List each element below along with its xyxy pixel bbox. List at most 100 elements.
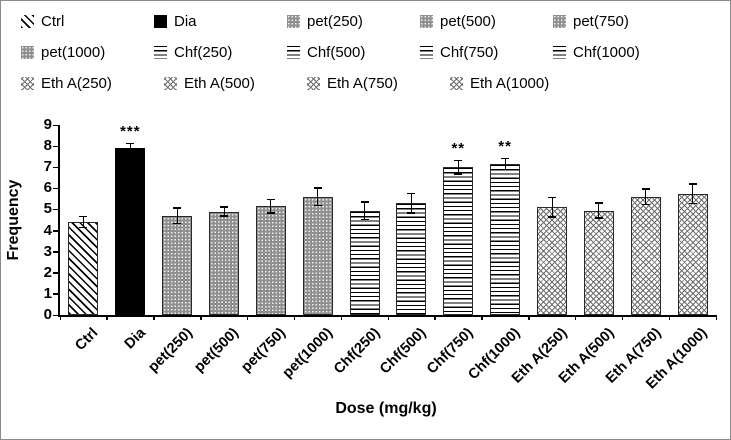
error-bar [173, 207, 182, 225]
significance-annotation: ** [498, 137, 512, 155]
legend-label: Chf(750) [440, 43, 499, 61]
legend-item: pet(250) [287, 9, 420, 33]
x-tick-mark [574, 315, 577, 320]
dots-pattern-swatch-icon [420, 14, 433, 28]
bar [537, 207, 567, 315]
legend-label: Eth A(750) [327, 74, 398, 92]
legend-label: Ctrl [41, 12, 65, 30]
legend-label: Chf(250) [174, 43, 233, 61]
y-tick-mark [53, 124, 58, 126]
y-tick-label: 9 [43, 116, 52, 133]
hlines-pattern-swatch-icon [420, 45, 433, 59]
legend-item: Eth A(1000) [450, 71, 593, 95]
significance-annotation: *** [120, 122, 141, 140]
error-bar [126, 142, 135, 154]
error-bar [360, 201, 369, 220]
bar [443, 167, 474, 315]
bar [630, 196, 661, 315]
x-tick-mark [293, 315, 296, 320]
x-tick-label: Dia [121, 325, 149, 353]
dots-pattern-swatch-icon [21, 45, 34, 59]
legend-label: pet(1000) [41, 43, 106, 61]
x-tick-mark [621, 315, 624, 320]
bar [490, 164, 521, 315]
y-tick-label: 6 [43, 179, 52, 197]
y-tick-mark [53, 208, 58, 211]
y-tick-mark [53, 230, 58, 232]
x-tick-mark [153, 315, 155, 320]
legend-item: pet(750) [553, 9, 686, 33]
error-bar [220, 206, 228, 217]
error-bar [407, 192, 416, 214]
legend-item: Dia [154, 9, 287, 33]
bar [677, 193, 708, 315]
x-tick-mark [668, 315, 671, 320]
y-tick-label: 5 [43, 200, 52, 218]
x-tick-mark [434, 315, 436, 320]
legend: Ctrl Dia pet(250) pet(500) pet(750) pet(1000)… [21, 9, 723, 102]
error-bar [548, 196, 556, 218]
x-tick-mark [387, 315, 389, 320]
legend-item: Chf(750) [420, 40, 553, 64]
dots-pattern-swatch-icon [287, 14, 300, 28]
zigzag-pattern-swatch-icon [164, 76, 177, 90]
y-tick-mark [53, 187, 58, 190]
x-tick-label: pet(1000) [279, 325, 337, 382]
y-tick-mark [53, 145, 58, 148]
significance-annotation: ** [451, 139, 466, 157]
legend-label: pet(750) [573, 12, 629, 30]
x-tick-label: Chf(250) [330, 325, 383, 378]
x-tick-label: pet(500) [191, 325, 243, 376]
bar [302, 196, 333, 315]
x-tick-mark [340, 315, 343, 320]
error-bar [501, 157, 510, 171]
x-tick-mark [59, 315, 61, 320]
bar [162, 215, 193, 315]
bar [115, 148, 146, 315]
legend-label: Eth A(500) [184, 74, 255, 92]
bar [68, 222, 99, 315]
legend-item: Chf(500) [287, 40, 420, 64]
x-tick-mark [481, 315, 483, 320]
legend-label: pet(500) [440, 12, 496, 30]
x-tick-label: Chf(500) [377, 325, 430, 378]
error-bar [313, 187, 322, 207]
error-bar [79, 215, 88, 229]
y-tick-mark [53, 314, 58, 316]
legend-item: Ctrl [21, 9, 154, 33]
x-tick-label: Ctrl [72, 325, 102, 354]
x-tick-label: pet(250) [144, 325, 196, 376]
error-bar [454, 159, 463, 175]
y-tick-label: 3 [43, 242, 52, 260]
legend-label: Eth A(1000) [470, 74, 550, 92]
diagonal-pattern-swatch-icon [21, 14, 34, 28]
legend-label: Eth A(250) [41, 74, 112, 92]
error-bar [594, 202, 603, 219]
legend-item: Chf(250) [154, 40, 287, 64]
y-tick-label: 4 [43, 221, 52, 239]
legend-label: Chf(1000) [573, 43, 640, 61]
y-tick-label: 7 [43, 158, 52, 176]
legend-item: Chf(1000) [553, 40, 686, 64]
x-tick-mark [528, 315, 530, 320]
y-tick-label: 8 [43, 137, 52, 155]
x-tick-mark [200, 315, 202, 320]
x-axis-title: Dose (mg/kg) [335, 400, 437, 417]
dots-pattern-swatch-icon [553, 14, 566, 28]
bar [396, 203, 427, 315]
zigzag-pattern-swatch-icon [307, 76, 320, 90]
bar [349, 210, 380, 315]
x-tick-mark [106, 315, 108, 320]
legend-item: pet(1000) [21, 40, 154, 64]
legend-label: Chf(500) [307, 43, 366, 61]
y-tick-label: 0 [43, 306, 52, 323]
bar [583, 210, 614, 315]
y-tick-label: 1 [43, 284, 52, 302]
y-tick-mark [53, 272, 58, 274]
zigzag-pattern-swatch-icon [21, 76, 34, 90]
legend-item: Eth A(500) [164, 71, 307, 95]
y-tick-label: 2 [43, 263, 52, 281]
error-bar [266, 198, 275, 214]
legend-item: pet(500) [420, 9, 553, 33]
